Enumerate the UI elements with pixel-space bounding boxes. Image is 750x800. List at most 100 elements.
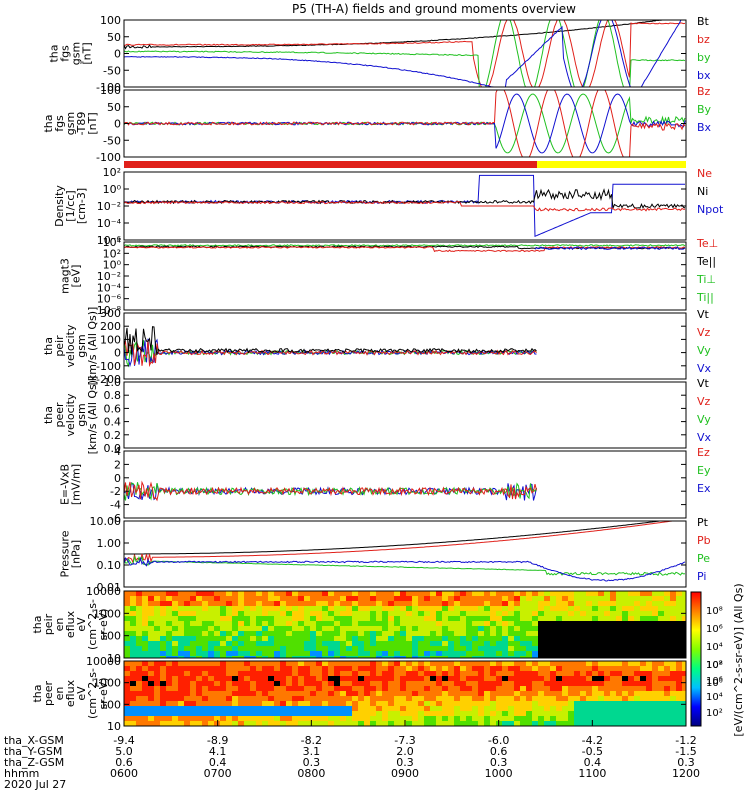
spectrogram-cell — [604, 621, 610, 626]
spectrogram-cell — [268, 616, 274, 621]
spectrogram-cell — [676, 631, 682, 636]
spectrogram-cell — [430, 681, 436, 686]
x-row-value: 0.4 — [584, 756, 602, 769]
spectrogram-cell — [244, 666, 250, 671]
x-row-label: tha_X-GSM — [4, 734, 64, 747]
spectrogram-cell — [376, 606, 382, 611]
spectrogram-cell — [178, 636, 184, 641]
spectrogram-cell — [604, 641, 610, 646]
spectrogram-cell — [190, 691, 196, 696]
spectrogram-cell — [568, 716, 574, 721]
spectrogram-cell — [322, 606, 328, 611]
spectrogram-cell — [214, 716, 220, 721]
spectrogram-cell — [454, 601, 460, 606]
x-row-value: -8.9 — [207, 734, 228, 747]
spectrogram-cell — [358, 691, 364, 696]
spectrogram-cell — [358, 651, 364, 656]
spectrogram-cell — [550, 666, 556, 671]
spectrogram-cell — [544, 651, 550, 656]
spectrogram-cell — [616, 606, 622, 611]
spectrogram-cell — [250, 656, 256, 658]
spectrogram-cell — [484, 606, 490, 611]
spectrogram-cell — [208, 686, 214, 691]
spectrogram-cell — [148, 636, 154, 641]
spectrogram-cell — [604, 706, 610, 711]
spectrogram-cell — [430, 596, 436, 601]
panel-peer-eflux: 10000100010010thapeerenefluxeV(cm^2-s-sr… — [31, 655, 687, 733]
spectrogram-cell — [460, 591, 466, 596]
spectrogram-cell — [652, 671, 658, 676]
spectrogram-cell — [682, 636, 686, 641]
spectrogram-cell — [592, 706, 598, 711]
spectrogram-cell — [196, 626, 202, 631]
spectrogram-cell — [670, 646, 676, 651]
spectrogram-cell — [304, 656, 310, 658]
spectrogram-cell — [514, 641, 520, 646]
spectrogram-cell — [472, 641, 478, 646]
x-tick-label: 1000 — [485, 767, 513, 780]
spectrogram-cell — [646, 711, 652, 716]
spectrogram-cell — [604, 656, 610, 658]
spectrogram-cell — [274, 686, 280, 691]
spectrogram-cell — [460, 611, 466, 616]
y-axis-label-line: [nT] — [81, 42, 94, 64]
spectrogram-cell — [634, 646, 640, 651]
spectrogram-cell — [616, 611, 622, 616]
spectrogram-cell — [604, 711, 610, 716]
y-axis-label-line: [nT] — [86, 112, 99, 134]
spectrogram-cell — [202, 696, 208, 701]
y-axis-label-line: [1/cc] — [64, 190, 77, 221]
spectrogram-cell — [172, 636, 178, 641]
spectrogram-cell — [616, 636, 622, 641]
spectrogram-cell — [268, 636, 274, 641]
spectrogram-cell — [520, 621, 526, 626]
spectrogram-cell — [526, 651, 532, 656]
spectrogram-cell — [172, 591, 178, 596]
spectrogram-cell — [340, 606, 346, 611]
spectrogram-cell — [136, 626, 142, 631]
spectrogram-cell — [586, 706, 592, 711]
spectrogram-cell — [628, 656, 634, 658]
spectrogram-cell — [622, 636, 628, 641]
spectrogram-cell — [190, 671, 196, 676]
spectrogram-cell — [226, 706, 232, 711]
spectrogram-cell — [526, 721, 532, 726]
spectrogram-cell — [574, 661, 580, 666]
spectrogram-cell — [658, 676, 664, 681]
spectrogram-cell — [340, 676, 346, 681]
spectrogram-cell — [244, 721, 250, 726]
spectrogram-cell — [154, 636, 160, 641]
spectrogram-cell — [610, 696, 616, 701]
series-Ne — [124, 200, 686, 212]
spectrogram-cell — [226, 591, 232, 596]
spectrogram-cell — [496, 631, 502, 636]
spectrogram-cell — [532, 666, 538, 671]
spectrogram-cell — [316, 701, 322, 706]
spectrogram-cell — [562, 611, 568, 616]
spectrogram-cell — [400, 621, 406, 626]
spectrogram-cell — [238, 621, 244, 626]
spectrogram-cell — [628, 701, 634, 706]
spectrogram-cell — [160, 671, 166, 676]
spectrogram-cell — [418, 711, 424, 716]
spectrogram-cell — [472, 611, 478, 616]
spectrogram-cell — [172, 656, 178, 658]
spectrogram-cell — [508, 596, 514, 601]
spectrogram-cell — [532, 671, 538, 676]
spectrogram-cell — [418, 696, 424, 701]
spectrogram-cell — [358, 666, 364, 671]
spectrogram-cell — [316, 626, 322, 631]
spectrogram-cell — [400, 591, 406, 596]
y-tick-label: 4 — [114, 445, 121, 458]
spectrogram-cell — [232, 706, 238, 711]
colorbar-strip — [690, 591, 702, 727]
spectrogram-cell — [436, 711, 442, 716]
spectrogram-cell — [328, 701, 334, 706]
spectrogram-cell — [376, 696, 382, 701]
spectrogram-cell — [478, 616, 484, 621]
spectrogram-cell — [220, 646, 226, 651]
spectrogram-cell — [412, 701, 418, 706]
spectrogram-cell — [460, 641, 466, 646]
y-tick-label: -100 — [96, 360, 121, 373]
